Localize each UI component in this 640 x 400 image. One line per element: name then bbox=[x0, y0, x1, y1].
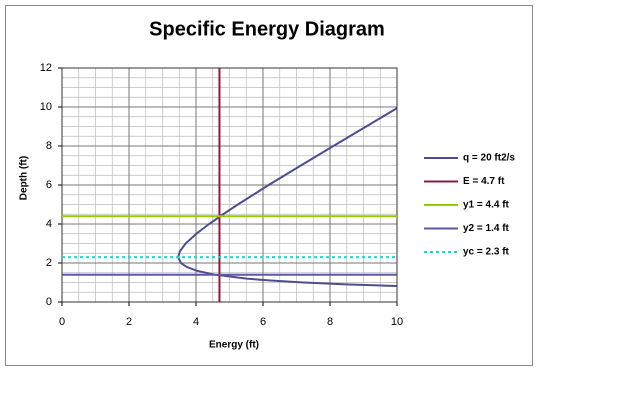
x-tick-label: 0 bbox=[59, 316, 65, 328]
legend-label: y2 = 1.4 ft bbox=[463, 223, 510, 234]
y-tick-label: 8 bbox=[46, 140, 52, 152]
y-tick-label: 4 bbox=[46, 218, 52, 230]
legend-label: q = 20 ft2/s bbox=[463, 153, 515, 164]
x-axis-title: Energy (ft) bbox=[209, 340, 259, 351]
y-axis-title: Depth (ft) bbox=[19, 156, 30, 200]
y-tick-label: 2 bbox=[46, 257, 52, 269]
y-tick-label: 6 bbox=[46, 179, 52, 191]
legend-label: E = 4.7 ft bbox=[463, 176, 505, 187]
legend-label: yc = 2.3 ft bbox=[463, 247, 510, 258]
y-tick-label: 0 bbox=[46, 296, 52, 308]
x-tick-label: 8 bbox=[327, 316, 333, 328]
x-tick-label: 2 bbox=[126, 316, 132, 328]
x-tick-label: 10 bbox=[391, 316, 403, 328]
x-tick-label: 6 bbox=[260, 316, 266, 328]
y-tick-label: 12 bbox=[40, 62, 52, 74]
legend-label: y1 = 4.4 ft bbox=[463, 200, 510, 211]
chart-title: Specific Energy Diagram bbox=[149, 18, 385, 40]
plot-border bbox=[61, 67, 398, 303]
series-line bbox=[177, 107, 398, 288]
x-tick-label: 4 bbox=[193, 316, 199, 328]
y-tick-label: 10 bbox=[40, 101, 52, 113]
